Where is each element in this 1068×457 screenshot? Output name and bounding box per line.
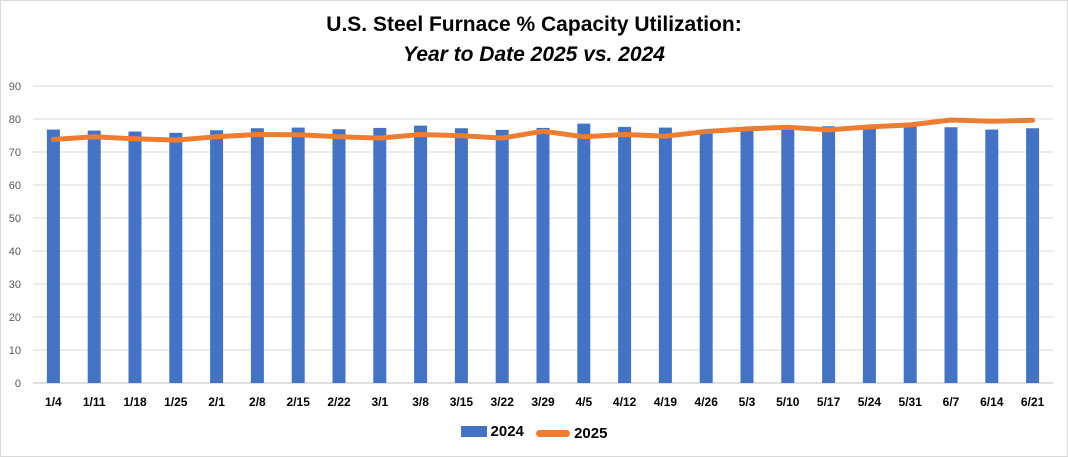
bar-2024: [618, 126, 632, 384]
x-tick-label: 3/1: [371, 395, 388, 409]
x-tick-label: 4/5: [575, 395, 592, 409]
bar-2024: [46, 129, 60, 383]
x-tick-label: 6/14: [980, 395, 1004, 409]
y-tick-label: 80: [9, 114, 21, 126]
bar-2024: [128, 131, 142, 383]
legend-label-2025: 2025: [574, 425, 608, 442]
y-tick-label: 0: [15, 378, 21, 390]
x-tick-label: 2/15: [287, 395, 311, 409]
bar-2024: [87, 130, 101, 383]
bars-2024: [46, 123, 1040, 384]
x-tick-label: 3/8: [412, 395, 429, 409]
bar-2024: [495, 129, 509, 383]
bar-2024: [536, 127, 550, 383]
chart-plot: 0 10 20 30 40 50 60 70 80 90 1/4 1/11 1/18 1/25 2/1 2/…: [9, 81, 1053, 409]
bar-2024: [210, 130, 224, 383]
x-tick-label: 5/24: [858, 395, 882, 409]
y-tick-label: 30: [9, 279, 21, 291]
x-tick-label: 3/29: [531, 395, 555, 409]
legend-item-2025: 2025: [536, 425, 607, 442]
bar-2024: [699, 132, 713, 383]
x-tick-label: 2/1: [208, 395, 225, 409]
bar-2024: [944, 127, 958, 383]
bar-2024: [822, 126, 836, 383]
y-tick-label: 40: [9, 246, 21, 258]
y-tick-label: 10: [9, 345, 21, 357]
legend: 2024 2025: [1, 423, 1067, 442]
x-axis-ticks: 1/4 1/11 1/18 1/25 2/1 2/8 2/15 2/22 3/1 3/8 3/15 3…: [45, 395, 1045, 409]
bar-2024: [658, 127, 672, 383]
legend-swatch-2024: [460, 426, 487, 437]
x-tick-label: 6/7: [943, 395, 960, 409]
y-axis-ticks: 0 10 20 30 40 50 60 70 80 90: [9, 81, 21, 390]
bar-2024: [1026, 128, 1040, 383]
bar-2024: [862, 127, 876, 383]
y-tick-label: 50: [9, 213, 21, 225]
x-tick-label: 3/22: [491, 395, 515, 409]
bar-2024: [332, 129, 346, 383]
bar-2024: [414, 125, 428, 383]
bar-2024: [740, 129, 754, 383]
bar-2024: [291, 127, 305, 383]
x-tick-label: 6/21: [1021, 395, 1045, 409]
chart-title: U.S. Steel Furnace % Capacity Utilizatio…: [326, 13, 742, 36]
x-tick-label: 5/17: [817, 395, 841, 409]
x-tick-label: 5/10: [776, 395, 800, 409]
bar-2024: [781, 128, 795, 383]
x-tick-label: 5/3: [739, 395, 756, 409]
bar-2024: [903, 124, 917, 383]
bar-2024: [985, 129, 999, 383]
x-tick-label: 1/25: [164, 395, 188, 409]
x-tick-label: 1/4: [45, 395, 62, 409]
y-tick-label: 70: [9, 147, 21, 159]
bar-2024: [454, 128, 468, 383]
x-tick-label: 5/31: [899, 395, 923, 409]
bar-2024: [577, 123, 591, 384]
x-tick-label: 4/12: [613, 395, 637, 409]
bar-2024: [169, 132, 183, 383]
bar-2024: [373, 127, 387, 383]
x-tick-label: 1/11: [83, 395, 106, 409]
legend-label-2024: 2024: [490, 423, 524, 440]
y-tick-label: 20: [9, 312, 21, 324]
x-tick-label: 4/19: [654, 395, 678, 409]
chart-subtitle: Year to Date 2025 vs. 2024: [403, 43, 665, 66]
x-tick-label: 2/8: [249, 395, 266, 409]
y-tick-label: 60: [9, 180, 21, 192]
x-tick-label: 1/18: [123, 395, 147, 409]
x-tick-label: 4/26: [695, 395, 719, 409]
line-2025: [50, 117, 1036, 143]
x-tick-label: 2/22: [327, 395, 351, 409]
legend-swatch-2025: [536, 430, 571, 437]
y-tick-label: 90: [9, 81, 21, 93]
x-tick-label: 3/15: [450, 395, 474, 409]
bar-2024: [250, 128, 264, 383]
legend-item-2024: 2024: [460, 423, 524, 440]
